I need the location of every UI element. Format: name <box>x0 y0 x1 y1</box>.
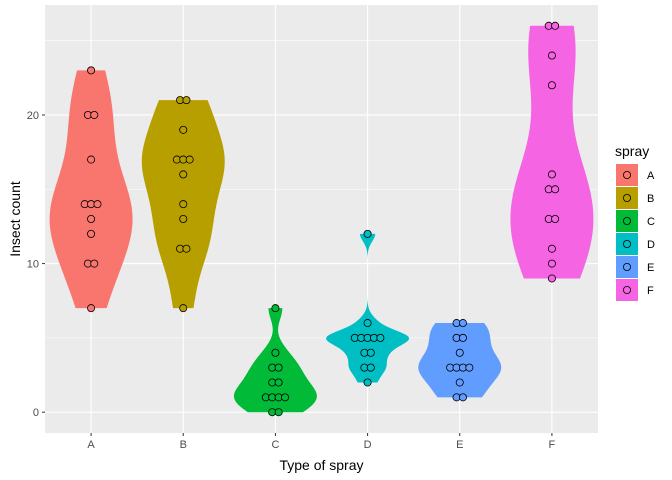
legend-label: A <box>647 170 655 182</box>
data-point-F <box>547 259 556 268</box>
data-point-D <box>366 348 375 357</box>
data-point-A <box>87 304 96 313</box>
legend-key-dot <box>623 239 632 248</box>
data-point-E <box>455 348 464 357</box>
x-tick-label: A <box>87 439 95 451</box>
data-point-C <box>281 393 290 402</box>
legend-label: F <box>647 285 654 297</box>
y-tick-label: 10 <box>27 259 39 271</box>
data-point-F <box>547 170 556 179</box>
violins <box>49 25 594 413</box>
data-point-E <box>458 393 467 402</box>
data-point-C <box>271 348 280 357</box>
legend-title: spray <box>615 143 649 159</box>
data-point-B <box>182 244 191 253</box>
x-axis-title: Type of spray <box>279 457 363 473</box>
x-tick-label: F <box>549 439 556 451</box>
data-point-B <box>179 214 188 223</box>
violin-D <box>326 233 410 383</box>
legend-key-dot <box>623 170 632 179</box>
legend-item-C: C <box>616 210 655 232</box>
data-point-B <box>179 170 188 179</box>
legend-label: B <box>647 193 654 205</box>
y-tick-label: 0 <box>33 407 39 419</box>
violin-A <box>49 70 133 309</box>
data-point-D <box>363 229 372 238</box>
x-tick-label: E <box>456 439 463 451</box>
legend-item-B: B <box>616 187 654 209</box>
data-point-F <box>551 21 560 30</box>
violin-F <box>510 25 594 279</box>
data-point-A <box>93 200 102 209</box>
data-point-A <box>90 110 99 119</box>
data-point-A <box>90 259 99 268</box>
x-tick-label: B <box>180 439 187 451</box>
data-point-E <box>455 378 464 387</box>
legend-label: E <box>647 262 654 274</box>
data-point-D <box>376 333 385 342</box>
data-point-A <box>87 229 96 238</box>
data-point-D <box>363 378 372 387</box>
data-point-A <box>87 155 96 164</box>
data-point-C <box>271 304 280 313</box>
data-point-B <box>179 304 188 313</box>
data-point-C <box>274 378 283 387</box>
legend-key-dot <box>623 193 632 202</box>
x-tick-label: C <box>271 439 279 451</box>
data-point-F <box>547 81 556 90</box>
violin-E <box>418 323 502 398</box>
legend-item-D: D <box>616 233 655 255</box>
data-point-F <box>551 185 560 194</box>
legend-key-dot <box>623 285 632 294</box>
data-point-F <box>547 274 556 283</box>
panel-background <box>45 5 598 433</box>
data-point-E <box>458 319 467 328</box>
data-point-A <box>87 214 96 223</box>
data-point-B <box>179 125 188 134</box>
violin-C <box>233 308 317 413</box>
legend-item-A: A <box>616 164 655 186</box>
data-point-B <box>182 96 191 105</box>
data-point-B <box>185 155 194 164</box>
legend-label: D <box>647 239 655 251</box>
data-point-E <box>458 333 467 342</box>
data-point-C <box>274 363 283 372</box>
data-point-C <box>274 408 283 417</box>
x-tick-label: D <box>364 439 372 451</box>
legend-item-E: E <box>616 256 654 278</box>
data-point-E <box>465 363 474 372</box>
y-axis: 0 10 20 <box>27 110 45 419</box>
data-point-F <box>551 214 560 223</box>
data-point-D <box>366 363 375 372</box>
data-point-A <box>87 66 96 75</box>
data-point-D <box>363 319 372 328</box>
y-tick-label: 20 <box>27 110 39 122</box>
legend-label: C <box>647 216 655 228</box>
y-axis-title: Insect count <box>7 181 23 257</box>
dot-points <box>80 21 560 417</box>
data-point-B <box>179 200 188 209</box>
legend-key-dot <box>623 262 632 271</box>
legend-key-dot <box>623 216 632 225</box>
legend-item-F: F <box>616 279 654 301</box>
x-axis: A B C D E F <box>87 433 556 451</box>
data-point-F <box>547 244 556 253</box>
data-point-F <box>547 51 556 60</box>
